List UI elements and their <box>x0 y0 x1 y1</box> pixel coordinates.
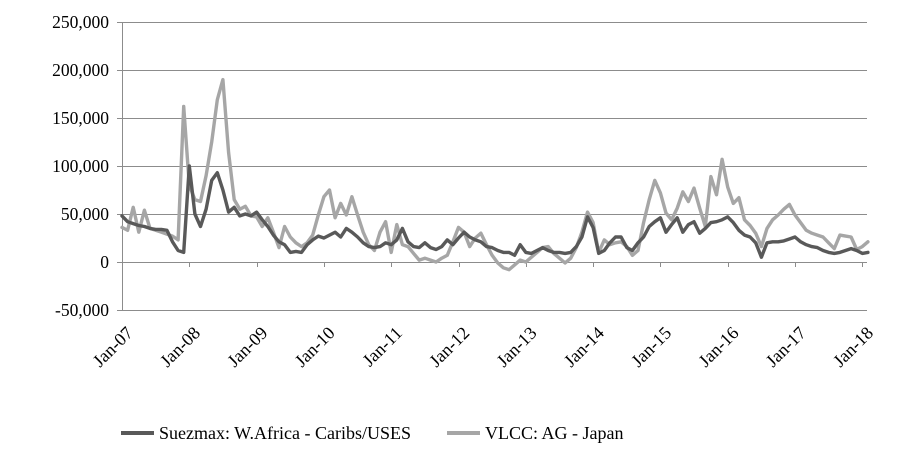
x-axis-label: Jan-11 <box>358 323 406 371</box>
x-axis-label: Jan-12 <box>425 323 473 371</box>
x-axis-label: Jan-16 <box>694 323 742 371</box>
y-axis-label: 100,000 <box>52 156 109 176</box>
y-gridlines <box>122 22 867 311</box>
y-axis-label: 200,000 <box>52 60 109 80</box>
x-axis-label: Jan-10 <box>291 323 339 371</box>
vlcc-series-line <box>120 77 870 272</box>
y-axis-label: 50,000 <box>61 204 109 224</box>
vlcc-line-swatch <box>447 431 480 435</box>
y-axis-label: 150,000 <box>52 108 109 128</box>
suezmax-legend-label: Suezmax: W.Africa - Caribs/USES <box>159 423 411 443</box>
x-axis-label: Jan-13 <box>493 323 541 371</box>
x-axis-label: Jan-07 <box>89 323 137 371</box>
line-chart: 250,000 200,000 150,000 100,000 50,000 0 -50,0… <box>52 12 877 371</box>
y-axis-ticks <box>117 22 122 311</box>
x-axis-labels: Jan-07 Jan-08 Jan-09 Jan-10 Jan-11 Jan-12 Jan-… <box>89 323 877 371</box>
x-axis-label: Jan-18 <box>829 323 877 371</box>
y-axis-label: 250,000 <box>52 12 109 32</box>
vlcc-legend-label: VLCC: AG - Japan <box>485 423 624 443</box>
x-axis-ticks <box>122 262 863 267</box>
x-axis-label: Jan-09 <box>223 323 271 371</box>
suezmax-line-swatch <box>121 431 154 435</box>
x-axis-label: Jan-14 <box>560 323 608 371</box>
legend-item-suezmax: Suezmax: W.Africa - Caribs/USES <box>121 423 411 443</box>
y-axis-labels: 250,000 200,000 150,000 100,000 50,000 0 -50,0… <box>52 12 109 320</box>
suezmax-series-line <box>120 164 870 259</box>
legend-item-vlcc: VLCC: AG - Japan <box>447 423 624 443</box>
x-axis-label: Jan-17 <box>762 323 810 371</box>
x-axis-label: Jan-15 <box>627 323 675 371</box>
y-axis-label: -50,000 <box>55 300 109 320</box>
x-axis-label: Jan-08 <box>156 323 204 371</box>
y-axis-label: 0 <box>100 252 109 272</box>
